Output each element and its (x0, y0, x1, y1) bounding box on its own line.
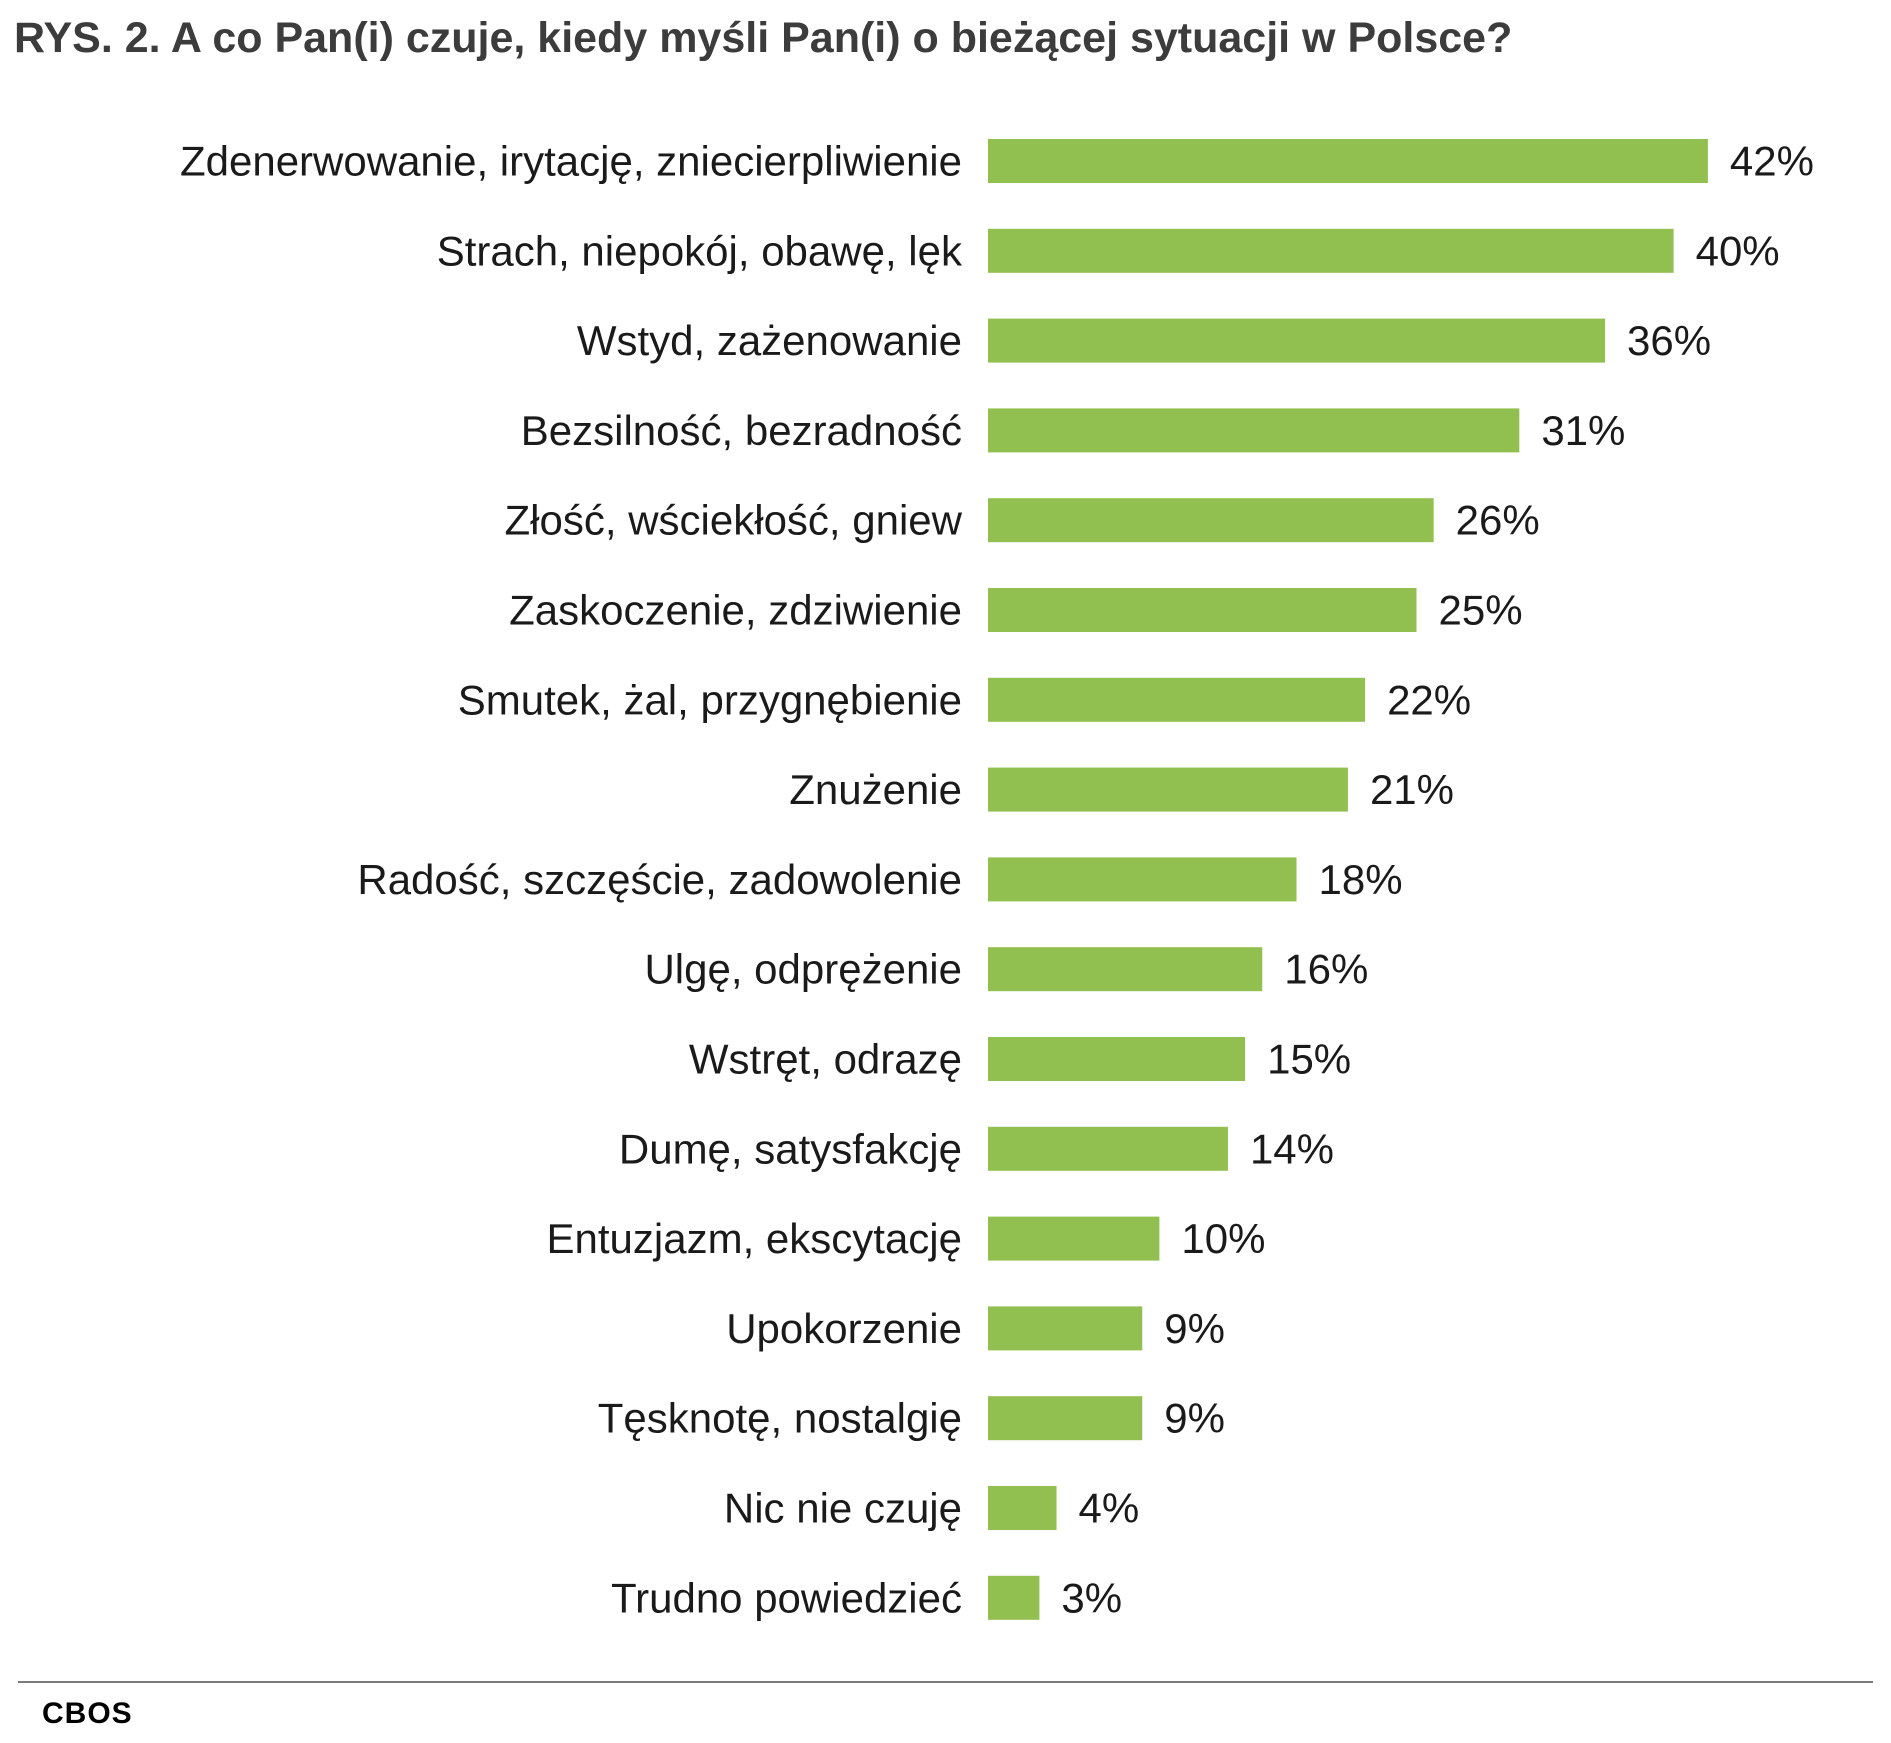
value-labels-group: 42% 40% 36%31%26% 25% 22% 21% 18% 16% 15% 14% 10% 9… (1061, 138, 1814, 1622)
value-label-13: 9% (1164, 1305, 1225, 1352)
category-label-12: Entuzjazm, ekscytację (547, 1215, 963, 1262)
bar-7 (988, 767, 1348, 812)
category-label-5: Zaskoczenie, zdziwienie (509, 587, 962, 634)
value-label-2: 36% (1627, 317, 1711, 364)
category-label-7: Znużenie (789, 766, 962, 813)
value-label-14: 9% (1164, 1395, 1225, 1442)
bar-4 (988, 498, 1434, 543)
value-label-10: 15% (1267, 1036, 1351, 1083)
category-label-11: Dumę, satysfakcję (619, 1125, 962, 1172)
value-label-6: 22% (1387, 676, 1471, 723)
bar-14 (988, 1396, 1143, 1441)
value-label-9: 16% (1284, 946, 1368, 993)
bar-15 (988, 1486, 1057, 1530)
bar-11 (988, 1126, 1228, 1171)
category-labels-group: Zdenerwowanie, irytację, zniecierpliwien… (180, 138, 963, 1622)
value-label-0: 42% (1730, 138, 1814, 185)
bar-13 (988, 1306, 1143, 1351)
bar-12 (988, 1216, 1160, 1261)
bar-1 (988, 228, 1674, 273)
footer-divider (18, 1681, 1873, 1683)
source-label: CBOS (42, 1697, 133, 1730)
bar-0 (988, 139, 1708, 183)
category-label-6: Smutek, żal, przygnębienie (458, 676, 962, 723)
bar-16 (988, 1575, 1040, 1620)
category-label-10: Wstręt, odrazę (689, 1036, 962, 1083)
category-label-8: Radość, szczęście, zadowolenie (357, 856, 962, 903)
category-label-2: Wstyd, zażenowanie (577, 317, 962, 364)
category-label-14: Tęsknotę, nostalgię (598, 1395, 962, 1442)
chart-title: RYS. 2. A co Pan(i) czuje, kiedy myśli P… (14, 14, 1513, 62)
category-label-16: Trudno powiedzieć (611, 1574, 962, 1621)
bar-9 (988, 947, 1263, 992)
category-label-1: Strach, niepokój, obawę, lęk (437, 227, 963, 274)
value-label-4: 26% (1456, 497, 1540, 544)
value-label-15: 4% (1079, 1485, 1140, 1532)
value-label-7: 21% (1370, 766, 1454, 813)
bar-5 (988, 588, 1417, 632)
value-label-5: 25% (1439, 587, 1523, 634)
bar-3 (988, 408, 1520, 453)
category-label-13: Upokorzenie (726, 1305, 962, 1352)
bars-group (988, 139, 1708, 1620)
category-label-0: Zdenerwowanie, irytację, zniecierpliwien… (180, 138, 962, 185)
value-label-1: 40% (1696, 227, 1780, 274)
value-label-12: 10% (1181, 1215, 1265, 1262)
bar-10 (988, 1037, 1246, 1081)
bar-6 (988, 677, 1366, 722)
value-label-8: 18% (1319, 856, 1403, 903)
category-label-3: Bezsilność, bezradność (521, 407, 962, 454)
bar-8 (988, 857, 1297, 902)
category-label-9: Ulgę, odprężenie (644, 946, 962, 993)
category-label-4: Złość, wściekłość, gniew (505, 497, 963, 544)
value-label-11: 14% (1250, 1125, 1334, 1172)
category-label-15: Nic nie czuję (724, 1485, 962, 1532)
value-label-16: 3% (1061, 1574, 1122, 1621)
bar-2 (988, 318, 1606, 363)
value-label-3: 31% (1541, 407, 1625, 454)
